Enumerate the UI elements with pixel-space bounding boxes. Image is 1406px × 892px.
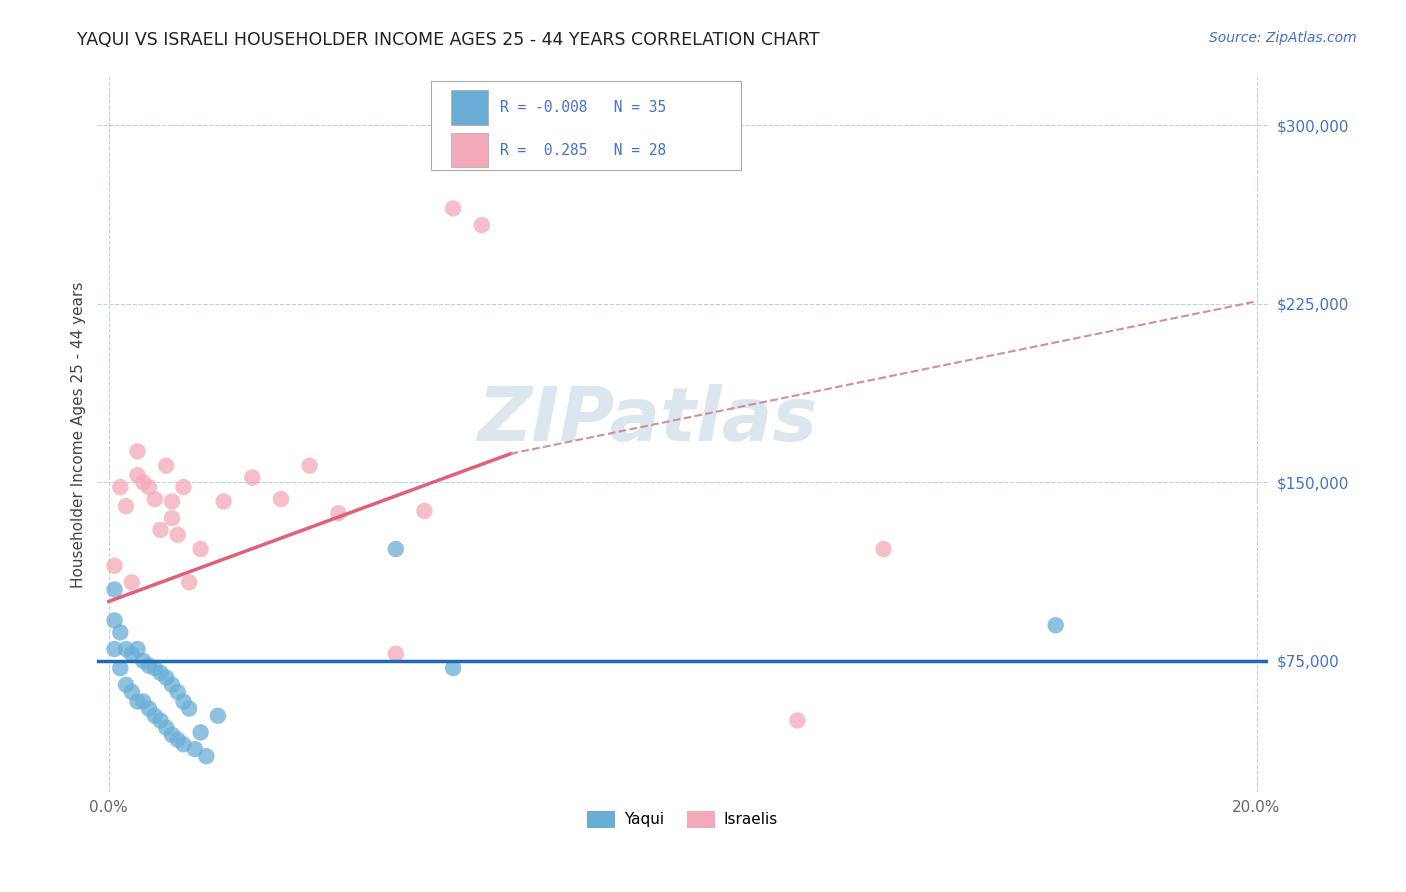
Point — [110, 661, 132, 675]
Point — [110, 625, 132, 640]
Point — [149, 523, 172, 537]
Point — [179, 701, 201, 715]
Point — [160, 511, 183, 525]
Text: YAQUI VS ISRAELI HOUSEHOLDER INCOME AGES 25 - 44 YEARS CORRELATION CHART: YAQUI VS ISRAELI HOUSEHOLDER INCOME AGES… — [77, 31, 820, 49]
Point — [121, 647, 143, 661]
Bar — [451, 90, 488, 125]
Point — [103, 558, 125, 573]
Point — [115, 642, 138, 657]
Point — [240, 470, 263, 484]
Point — [115, 499, 138, 513]
Point — [138, 480, 160, 494]
Point — [166, 732, 188, 747]
Bar — [451, 133, 488, 168]
Point — [127, 468, 149, 483]
Text: Source: ZipAtlas.com: Source: ZipAtlas.com — [1209, 31, 1357, 45]
Point — [132, 475, 155, 490]
Point — [212, 494, 235, 508]
Point — [115, 678, 138, 692]
Point — [149, 665, 172, 680]
Point — [149, 714, 172, 728]
Point — [441, 661, 464, 675]
Point — [441, 202, 464, 216]
FancyBboxPatch shape — [432, 81, 741, 170]
Point — [270, 491, 292, 506]
Point — [160, 678, 183, 692]
Text: ZIPatlas: ZIPatlas — [478, 384, 817, 457]
Point — [127, 444, 149, 458]
Point — [132, 694, 155, 708]
Point — [172, 480, 194, 494]
Point — [172, 694, 194, 708]
Point — [172, 737, 194, 751]
Legend: Yaqui, Israelis: Yaqui, Israelis — [581, 805, 785, 834]
Point — [103, 614, 125, 628]
Point — [138, 658, 160, 673]
Point — [184, 742, 207, 756]
Point — [127, 642, 149, 657]
Point — [127, 694, 149, 708]
Point — [155, 671, 177, 685]
Point — [103, 642, 125, 657]
Point — [384, 647, 406, 661]
Point — [328, 506, 350, 520]
Point — [872, 541, 894, 556]
Point — [384, 541, 406, 556]
Point — [1045, 618, 1067, 632]
Point — [298, 458, 321, 473]
Point — [160, 494, 183, 508]
Point — [143, 491, 166, 506]
Point — [195, 749, 218, 764]
Point — [413, 504, 436, 518]
Point — [207, 708, 229, 723]
Point — [138, 701, 160, 715]
Text: R =  0.285   N = 28: R = 0.285 N = 28 — [501, 143, 666, 158]
Point — [155, 458, 177, 473]
Y-axis label: Householder Income Ages 25 - 44 years: Householder Income Ages 25 - 44 years — [72, 282, 86, 588]
Point — [179, 575, 201, 590]
Point — [786, 714, 808, 728]
Point — [160, 728, 183, 742]
Point — [143, 708, 166, 723]
Point — [110, 480, 132, 494]
Point — [121, 685, 143, 699]
Point — [190, 541, 212, 556]
Point — [132, 654, 155, 668]
Point — [121, 575, 143, 590]
Point — [166, 685, 188, 699]
Text: R = -0.008   N = 35: R = -0.008 N = 35 — [501, 100, 666, 115]
Point — [143, 661, 166, 675]
Point — [103, 582, 125, 597]
Point — [155, 721, 177, 735]
Point — [471, 218, 494, 232]
Point — [166, 527, 188, 541]
Point — [190, 725, 212, 739]
